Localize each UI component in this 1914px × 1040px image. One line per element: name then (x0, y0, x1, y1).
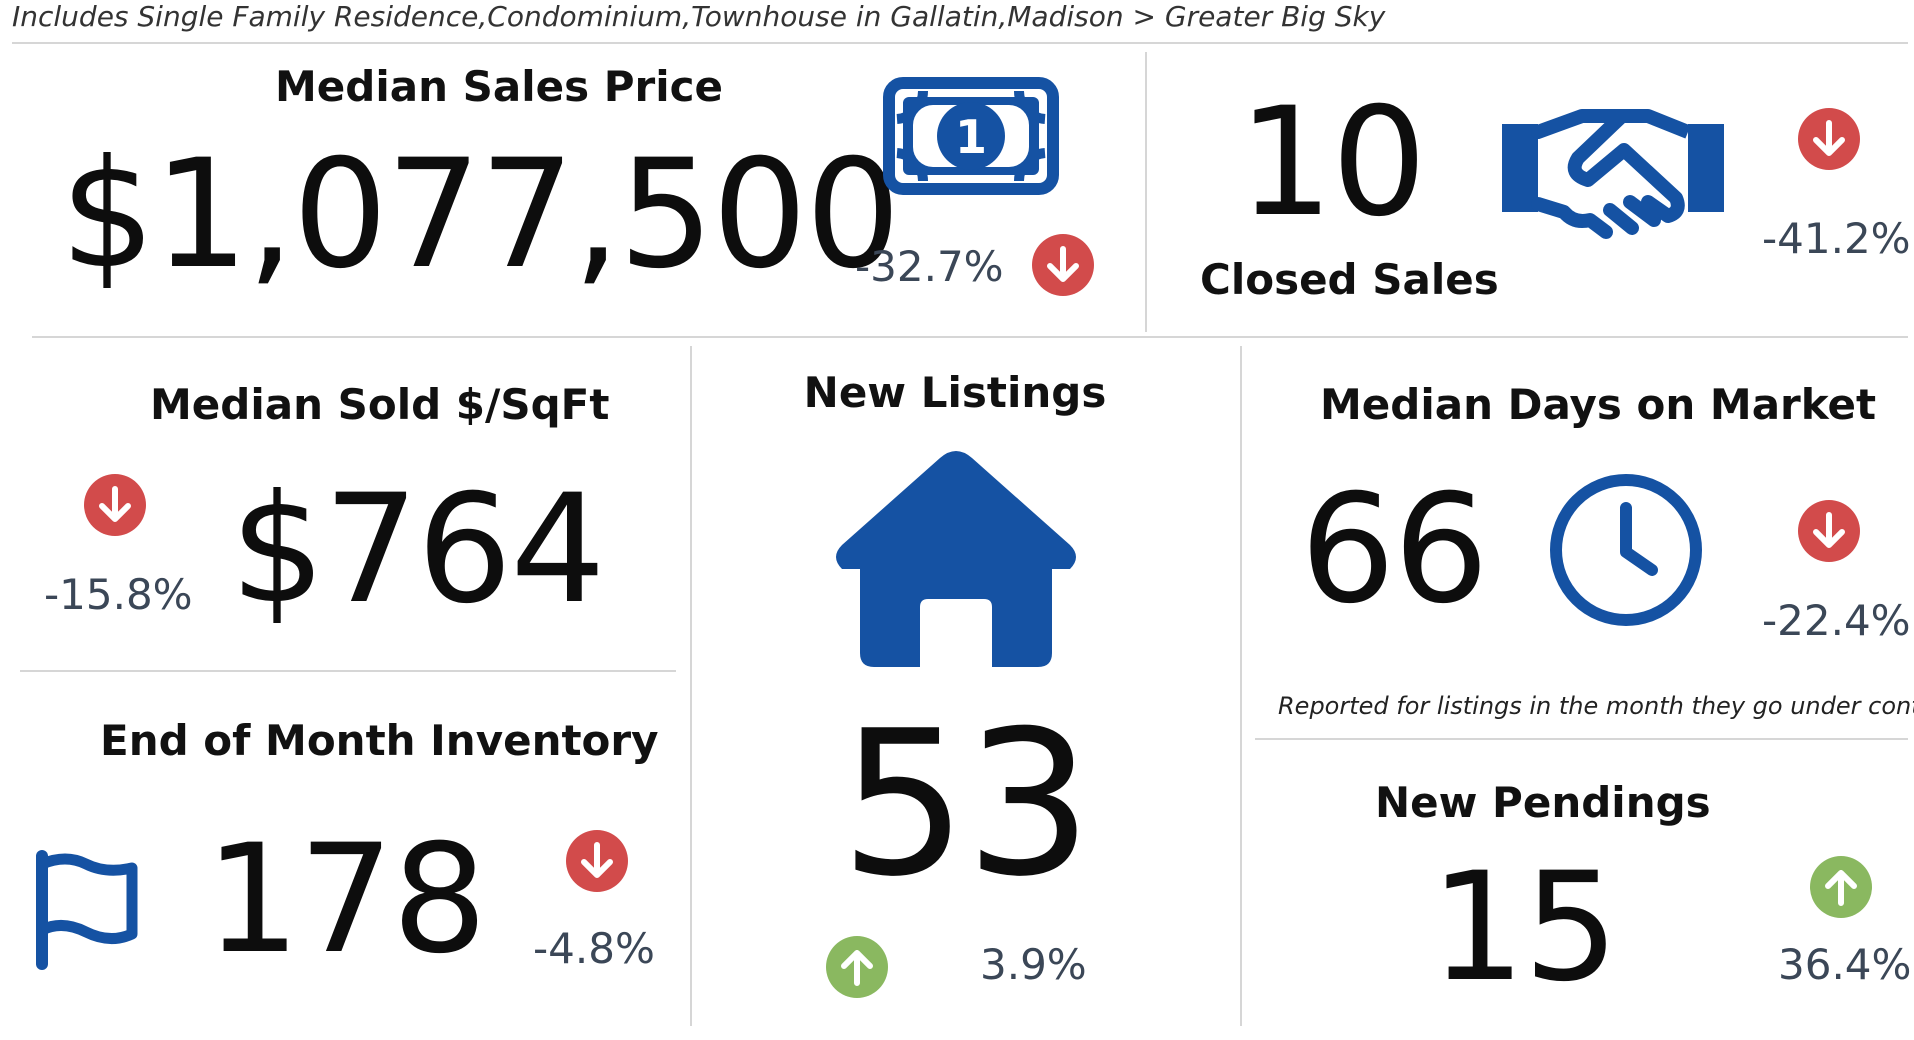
down-arrow-icon (84, 474, 146, 536)
new-listings-value: 53 (840, 688, 1092, 921)
up-arrow-icon (826, 936, 888, 998)
closed-sales-title: Closed Sales (1200, 255, 1499, 304)
flag-icon (30, 850, 140, 970)
end-of-month-inventory-value: 178 (205, 813, 487, 987)
median-sold-sqft-title: Median Sold $/SqFt (150, 380, 610, 429)
median-sales-price-value: $1,077,500 (60, 128, 901, 302)
handshake-icon (1498, 102, 1728, 242)
median-sold-sqft-change: -15.8% (44, 570, 193, 619)
new-pendings-value: 15 (1430, 841, 1619, 1015)
divider-top-vertical (1145, 52, 1147, 332)
header-divider (12, 42, 1908, 44)
divider-left-vertical (690, 346, 692, 1026)
divider-left-panel (20, 670, 676, 672)
down-arrow-icon (1798, 500, 1860, 562)
new-listings-change: 3.9% (980, 940, 1087, 989)
report-subtitle: Includes Single Family Residence,Condomi… (12, 0, 1386, 33)
end-of-month-inventory-title: End of Month Inventory (100, 716, 659, 765)
divider-right-vertical (1240, 346, 1242, 1026)
house-icon (830, 445, 1082, 667)
svg-text:1: 1 (955, 110, 987, 164)
new-pendings-title: New Pendings (1375, 778, 1711, 827)
dollar-bill-icon: 1 (883, 77, 1059, 195)
closed-sales-change: -41.2% (1762, 214, 1911, 263)
closed-sales-value: 10 (1238, 76, 1427, 250)
down-arrow-icon (1798, 108, 1860, 170)
median-sold-sqft-value: $764 (230, 463, 606, 637)
new-pendings-change: 36.4% (1778, 940, 1912, 989)
up-arrow-icon (1810, 856, 1872, 918)
median-days-on-market-note: Reported for listings in the month they … (1278, 692, 1914, 720)
median-days-on-market-change: -22.4% (1762, 596, 1911, 645)
clock-icon (1548, 472, 1704, 628)
median-sales-price-title: Median Sales Price (275, 62, 723, 111)
new-listings-title: New Listings (803, 368, 1107, 417)
down-arrow-icon (566, 830, 628, 892)
median-days-on-market-title: Median Days on Market (1320, 380, 1877, 429)
end-of-month-inventory-change: -4.8% (533, 924, 655, 973)
down-arrow-icon (1032, 234, 1094, 296)
divider-middle-horizontal (32, 336, 1908, 338)
divider-right-panel (1255, 738, 1908, 740)
median-sales-price-change: -32.7% (855, 242, 1004, 291)
median-days-on-market-value: 66 (1300, 463, 1489, 637)
